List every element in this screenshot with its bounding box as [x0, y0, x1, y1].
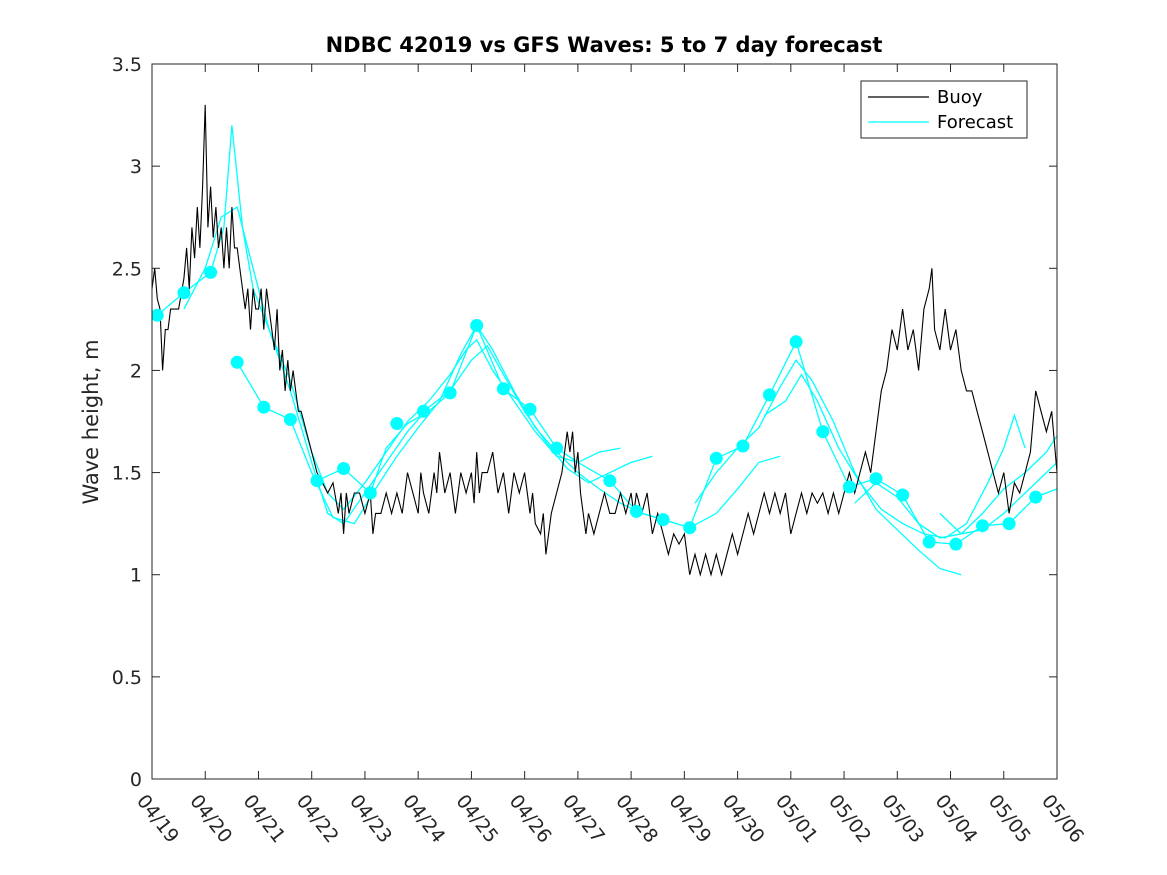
- forecast-marker-14: [523, 402, 537, 416]
- forecast-marker-13: [496, 382, 510, 396]
- forecast-marker-2: [204, 265, 218, 279]
- forecast-marker-29: [949, 537, 963, 551]
- forecast-marker-1: [177, 286, 191, 300]
- legend-label-buoy: Buoy: [937, 87, 983, 108]
- y-tick-label: 2.5: [112, 258, 142, 280]
- forecast-line-3: [183, 205, 653, 525]
- y-tick-label: 1: [130, 565, 142, 587]
- forecast-marker-28: [922, 535, 936, 549]
- forecast-line-2: [156, 125, 621, 511]
- forecast-line-7: [763, 373, 1026, 539]
- legend-box: [860, 80, 1028, 139]
- forecast-line-9: [939, 461, 1057, 535]
- axes-box: [151, 63, 1058, 780]
- forecast-marker-19: [683, 521, 697, 535]
- plot-area: [152, 104, 1057, 577]
- forecast-marker-22: [763, 388, 776, 402]
- axes: [151, 63, 1058, 780]
- forecast-marker-12: [470, 319, 484, 332]
- forecast-marker-4: [257, 400, 271, 414]
- forecast-marker-7: [337, 462, 351, 475]
- forecast-marker-17: [629, 504, 643, 518]
- forecast-marker-25: [842, 480, 856, 494]
- y-tick-label: 3: [130, 156, 142, 178]
- forecast-marker-0: [152, 308, 164, 322]
- forecast-marker-20: [709, 451, 723, 465]
- legend: Buoy Forecast: [860, 80, 1028, 139]
- y-tick-label: 2: [130, 360, 142, 382]
- forecast-marker-24: [816, 425, 830, 439]
- forecast-marker-18: [656, 513, 670, 527]
- forecast-marker-27: [896, 488, 910, 502]
- forecast-marker-32: [1029, 490, 1043, 504]
- buoy-line: [152, 104, 1057, 577]
- y-axis-label: Wave height, m: [79, 339, 103, 504]
- y-tick-label: 3.5: [112, 54, 142, 76]
- forecast-marker-9: [390, 417, 404, 430]
- forecast-marker-5: [283, 413, 297, 426]
- chart-title: NDBC 42019 vs GFS Waves: 5 to 7 day fore…: [326, 33, 883, 57]
- forecast-marker-23: [789, 335, 803, 349]
- forecast-marker-6: [310, 474, 324, 488]
- forecast-marker-15: [550, 441, 564, 455]
- legend-label-forecast: Forecast: [937, 112, 1013, 133]
- forecast-marker-3: [230, 355, 244, 369]
- y-tick-label: 1.5: [112, 463, 142, 485]
- forecast-marker-10: [417, 404, 430, 418]
- forecast-marker-8: [363, 486, 377, 500]
- y-tick-label: 0: [130, 769, 142, 791]
- forecast-marker-31: [1002, 517, 1016, 531]
- forecast-marker-21: [736, 439, 750, 453]
- forecast-marker-16: [603, 474, 617, 488]
- forecast-marker-11: [443, 386, 457, 400]
- y-tick-label: 0.5: [112, 667, 142, 689]
- forecast-marker-30: [976, 519, 989, 533]
- forecast-marker-26: [869, 472, 883, 486]
